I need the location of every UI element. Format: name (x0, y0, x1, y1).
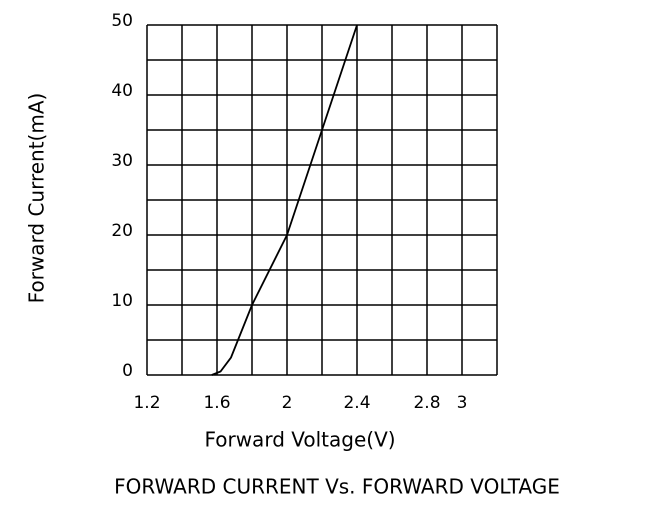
y-tick-label: 0 (122, 361, 133, 381)
y-tick-label: 10 (111, 291, 133, 311)
y-axis-label: Forward Current(mA) (25, 93, 49, 304)
y-tick-label: 20 (111, 221, 133, 241)
x-tick-label: 1.2 (133, 393, 160, 413)
y-tick-label: 40 (111, 81, 133, 101)
x-tick-label: 2.8 (413, 393, 440, 413)
x-tick-label: 1.6 (203, 393, 230, 413)
data-line (211, 24, 358, 376)
x-tick-label: 2.4 (343, 393, 370, 413)
chart-title: FORWARD CURRENT Vs. FORWARD VOLTAGE (114, 475, 560, 499)
x-tick-label: 3 (457, 393, 468, 413)
x-axis-label: Forward Voltage(V) (204, 428, 395, 452)
y-tick-label: 50 (111, 11, 133, 31)
x-tick-label: 2 (282, 393, 293, 413)
y-tick-label: 30 (111, 151, 133, 171)
